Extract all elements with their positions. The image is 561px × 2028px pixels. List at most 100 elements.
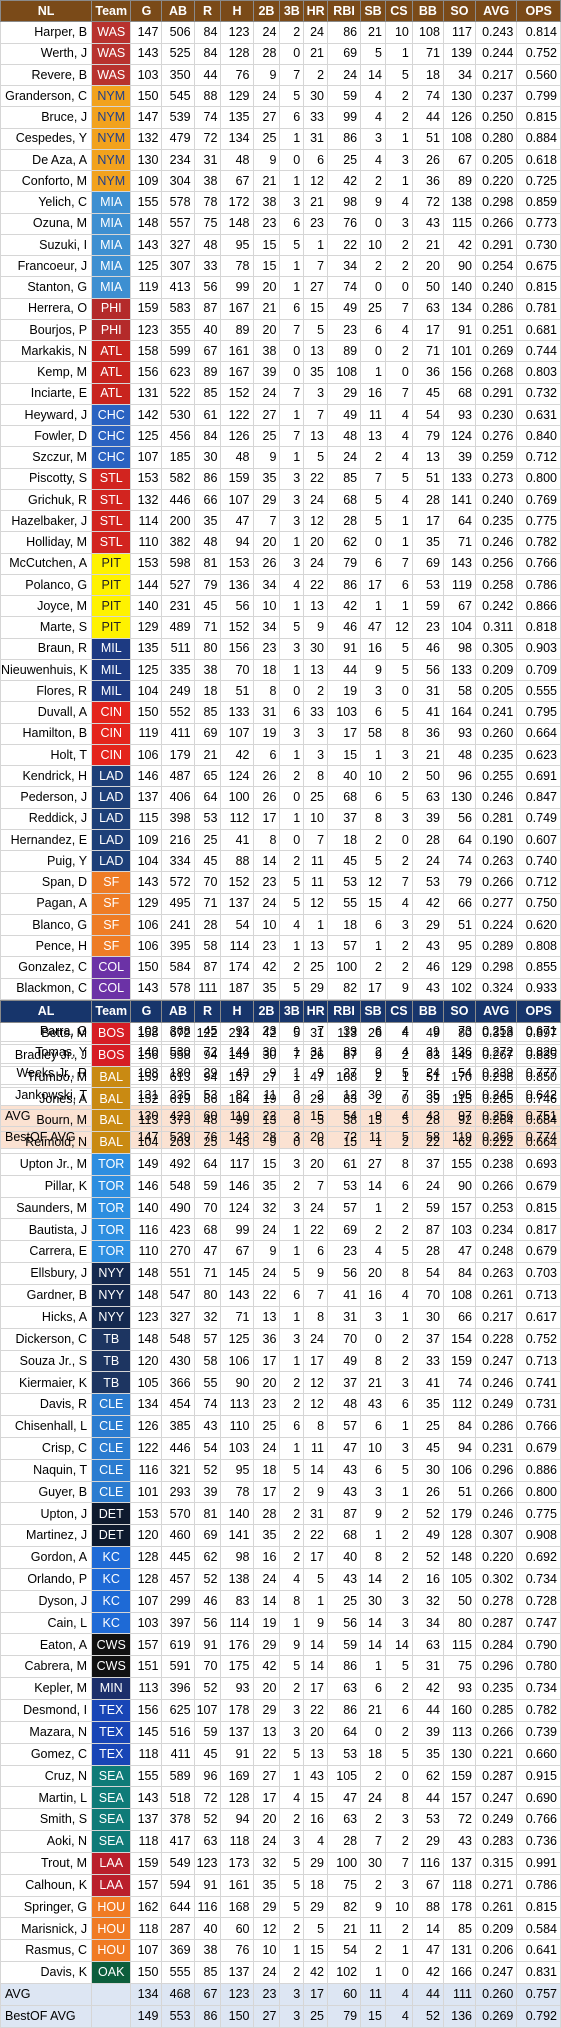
stat-cell: 59 xyxy=(193,1174,222,1198)
stat-cell: 13 xyxy=(303,1742,329,1766)
team-badge: NYM xyxy=(91,127,132,150)
stat-cell: 0.253 xyxy=(474,1196,518,1220)
column-header-ab: AB xyxy=(161,0,195,23)
stat-cell: 129 xyxy=(130,616,163,639)
stat-cell: 105 xyxy=(442,1567,476,1591)
stat-cell: 0.866 xyxy=(516,594,561,618)
stat-cell: 4 xyxy=(384,403,413,427)
stat-cell: 216 xyxy=(161,828,195,852)
stat-cell: 83 xyxy=(327,1087,362,1111)
stat-cell: 32 xyxy=(252,1851,281,1875)
stat-cell: 7 xyxy=(384,552,413,575)
stat-cell: 5 xyxy=(279,1655,305,1679)
team-badge: LAD xyxy=(91,807,132,830)
stat-cell: 99 xyxy=(220,276,254,299)
stat-cell: 0 xyxy=(360,1327,386,1351)
stat-cell: 3 xyxy=(279,552,305,575)
stat-cell: 24 xyxy=(327,63,362,87)
team-badge: SF xyxy=(91,913,132,937)
stat-cell: 0.261 xyxy=(474,1283,518,1307)
team-badge: TEX xyxy=(91,1742,132,1766)
stat-cell: 15 xyxy=(303,1786,329,1810)
stat-cell: 157 xyxy=(442,1196,476,1220)
stat-cell: 47 xyxy=(411,1939,444,1963)
stat-cell: 24 xyxy=(252,382,281,405)
stat-cell: 21 xyxy=(327,1917,362,1941)
stat-cell: 0.782 xyxy=(516,1699,561,1722)
stat-cell: 2 xyxy=(360,254,386,278)
stat-cell: 10 xyxy=(384,21,413,44)
team-badge: MIA xyxy=(91,254,132,278)
stat-cell: 0.713 xyxy=(516,1283,561,1307)
stat-cell: 112 xyxy=(442,1393,476,1417)
stat-cell: 0.296 xyxy=(474,1655,518,1679)
stat-cell: 123 xyxy=(130,1305,163,1329)
stat-cell: 44 xyxy=(193,63,222,87)
stat-cell: 147 xyxy=(130,21,163,44)
stat-cell: 45 xyxy=(411,1436,444,1460)
table-row: Span, D SF 143 572 70 152 23 5 11 53 12 7 53 79 0.266 0… xyxy=(0,871,561,894)
stat-cell: 0.766 xyxy=(516,1808,561,1832)
stat-cell: 39 xyxy=(252,361,281,384)
stat-cell: 6 xyxy=(279,212,305,235)
stat-cell: 0.286 xyxy=(474,297,518,320)
stat-cell: 9 xyxy=(360,1043,386,1067)
stat-cell: 0.267 xyxy=(474,1043,518,1067)
stat-cell: 35 xyxy=(252,977,281,1000)
stat-cell: 69 xyxy=(193,1524,222,1548)
stat-cell: 71 xyxy=(220,1305,254,1329)
stat-cell: 55 xyxy=(327,892,362,915)
stat-cell: 2 xyxy=(360,1939,386,1963)
column-header-sb: SB xyxy=(360,0,386,23)
stat-cell: 0.679 xyxy=(516,1174,561,1198)
stat-cell: 0.291 xyxy=(474,382,518,405)
player-name-cell: Duvall, A xyxy=(0,701,93,724)
player-name-cell: Pillar, K xyxy=(0,1174,93,1198)
team-badge: SF xyxy=(91,934,132,958)
stat-cell: 158 xyxy=(130,1021,163,1045)
stat-cell: 4 xyxy=(360,106,386,129)
column-header-2b: 2B xyxy=(252,0,281,23)
summary-stat-cell: 553 xyxy=(161,2004,195,2028)
stat-cell: 0.815 xyxy=(516,1895,561,1919)
stat-cell: 25 xyxy=(327,1589,362,1613)
stat-cell: 145 xyxy=(130,1720,163,1744)
stat-cell: 78 xyxy=(220,1480,254,1504)
stat-cell: 3 xyxy=(279,467,305,490)
stat-cell: 0.247 xyxy=(474,1786,518,1810)
stat-cell: 644 xyxy=(161,1895,195,1919)
stat-cell: 0 xyxy=(279,42,305,65)
stat-cell: 5 xyxy=(384,786,413,809)
column-header-avg: AVG xyxy=(474,0,518,23)
team-badge: MIA xyxy=(91,276,132,299)
stat-cell: 143 xyxy=(220,1283,254,1307)
stat-cell: 570 xyxy=(161,1502,195,1526)
stat-cell: 5 xyxy=(384,701,413,724)
team-badge: KC xyxy=(91,1611,132,1635)
stat-cell: 2 xyxy=(384,1567,413,1591)
stat-cell: 133 xyxy=(220,701,254,724)
stat-cell: 29 xyxy=(327,382,362,405)
team-badge: NYY xyxy=(91,1305,132,1329)
stat-cell: 40 xyxy=(327,1546,362,1569)
stat-cell: 72 xyxy=(411,191,444,214)
stat-cell: 93 xyxy=(220,1677,254,1700)
stat-cell: 114 xyxy=(220,1611,254,1635)
al-table-body: Betts, M BOS 158 672 122 214 42 5 31 113 26 4 49 80 0.… xyxy=(0,1021,561,2028)
stat-cell: 41 xyxy=(411,701,444,724)
stat-cell: 150 xyxy=(130,956,163,979)
stat-cell: 2 xyxy=(279,849,305,873)
stat-cell: 0.732 xyxy=(516,382,561,405)
stat-cell: 66 xyxy=(193,488,222,512)
team-badge: PIT xyxy=(91,552,132,575)
stat-cell: 83 xyxy=(220,1589,254,1613)
team-badge: CLE xyxy=(91,1415,132,1438)
stat-cell: 18 xyxy=(411,63,444,87)
stat-cell: 299 xyxy=(161,1589,195,1613)
stat-cell: 132 xyxy=(130,488,163,512)
stat-cell: 0.773 xyxy=(516,212,561,235)
stat-cell: 11 xyxy=(303,871,329,894)
player-name-cell: Trumbo, M xyxy=(0,1065,93,1089)
team-badge: TOR xyxy=(91,1218,132,1242)
stat-cell: 2 xyxy=(279,1524,305,1548)
